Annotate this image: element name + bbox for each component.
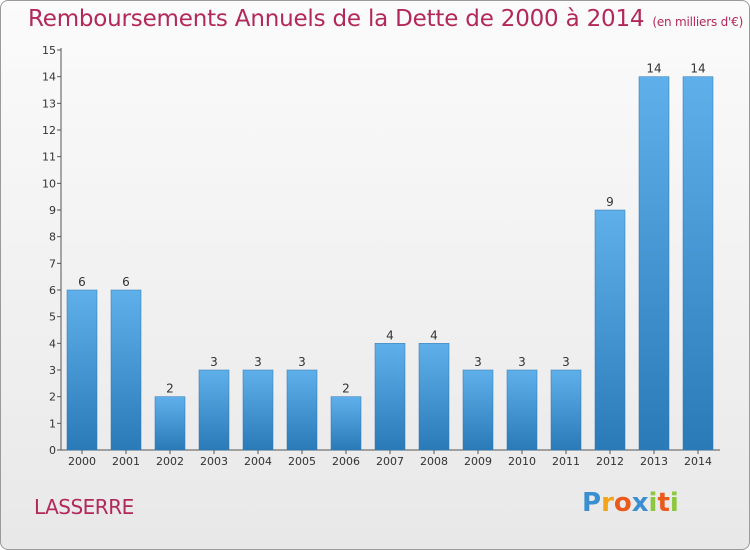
bar-2007 [374,343,406,451]
bar-2000 [66,289,98,451]
bar-2010 [506,369,538,451]
x-tick-label: 2010 [508,455,536,468]
x-tick-label: 2008 [420,455,448,468]
chart-title-text: Remboursements Annuels de la Dette de 20… [28,6,645,32]
data-label-2013: 14 [646,62,661,76]
x-tick-label: 2013 [640,455,668,468]
x-tick-label: 2014 [684,455,712,468]
bar-2011 [550,369,582,451]
x-tick-label: 2003 [200,455,228,468]
chart-bars [66,76,714,451]
x-tick-label: 2012 [596,455,624,468]
bar-2014 [682,76,714,451]
logo-letter-3: x [631,488,649,518]
x-tick-label: 2004 [244,455,272,468]
data-label-2007: 4 [386,328,394,342]
x-tick-label: 2001 [112,455,140,468]
chart-unit-label: (en milliers d'€) [652,15,744,29]
y-tick-label: 4 [49,337,56,350]
bar-2004 [242,369,274,451]
y-tick-label: 1 [49,417,56,430]
y-tick-label: 0 [49,444,56,457]
x-tick-label: 2000 [68,455,96,468]
data-label-2010: 3 [518,355,526,369]
bar-2013 [638,76,670,451]
data-label-2011: 3 [562,355,570,369]
data-label-2014: 14 [690,62,705,76]
logo-letter-2: o [613,488,632,518]
y-tick-label: 8 [49,231,56,244]
chart-title: Remboursements Annuels de la Dette de 20… [28,6,743,32]
data-label-2009: 3 [474,355,482,369]
bar-2009 [462,369,494,451]
data-label-2001: 6 [122,275,130,289]
logo-letter-5: t [657,488,670,518]
logo-letter-0: P [582,488,602,518]
bar-2006 [330,396,362,451]
proxiti-logo[interactable]: Proxiti [582,488,679,518]
chart-labels: 2000 6 2001 6 2002 2 2003 3 2004 3 2005 3 2006 2 2007 4… [68,62,712,468]
y-tick-label: 3 [49,364,56,377]
y-tick-label: 15 [42,44,56,57]
logo-letter-6: i [669,488,679,518]
x-tick-label: 2005 [288,455,316,468]
y-tick-label: 13 [42,97,56,110]
y-tick-label: 14 [42,71,56,84]
data-label-2012: 9 [606,195,614,209]
x-tick-label: 2011 [552,455,580,468]
data-label-2004: 3 [254,355,262,369]
data-label-2008: 4 [430,328,438,342]
y-tick-label: 9 [49,204,56,217]
data-label-2002: 2 [166,382,174,396]
y-tick-label: 5 [49,311,56,324]
commune-name: LASSERRE [34,495,134,519]
y-tick-label: 12 [42,124,56,137]
y-tick-label: 11 [42,151,56,164]
bar-2002 [154,396,186,451]
logo-letter-1: r [601,488,614,518]
bar-2003 [198,369,230,451]
logo-letter-4: i [648,488,658,518]
y-tick-label: 6 [49,284,56,297]
x-tick-label: 2006 [332,455,360,468]
bar-2012 [594,209,626,451]
bar-2008 [418,343,450,451]
y-tick-label: 10 [42,177,56,190]
data-label-2005: 3 [298,355,306,369]
x-tick-label: 2002 [156,455,184,468]
bar-2005 [286,369,318,451]
x-tick-label: 2007 [376,455,404,468]
data-label-2003: 3 [210,355,218,369]
y-tick-label: 7 [49,257,56,270]
data-label-2000: 6 [78,275,86,289]
y-tick-label: 2 [49,391,56,404]
bar-2001 [110,289,142,451]
x-tick-label: 2009 [464,455,492,468]
data-label-2006: 2 [342,382,350,396]
